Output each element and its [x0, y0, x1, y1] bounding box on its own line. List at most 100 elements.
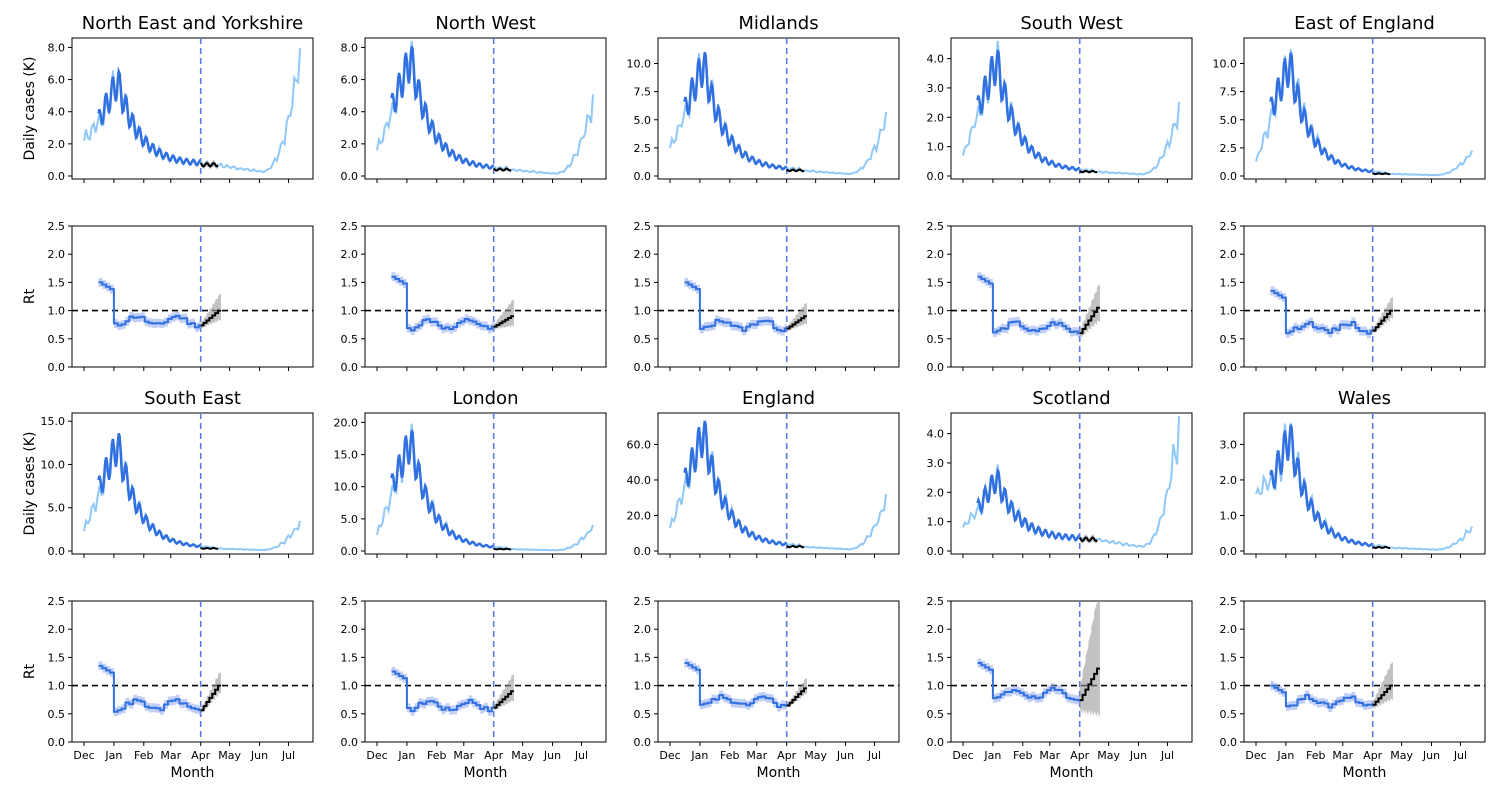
panel-group: South West 0.0 1.0 2.0 3.0 4.0 0.0 0.5 1.0 1.5 2.0…	[927, 13, 1193, 374]
y-tick-label: 0.0	[1220, 170, 1238, 183]
y-tick-label: 1.0	[634, 680, 652, 693]
rt-axes: 0.0 0.5 1.0 1.5 2.0 2.5 Dec Jan Feb Mar Apr May Jun J…	[341, 595, 607, 781]
y-tick-label: 1.5	[48, 276, 66, 289]
y-tick-label: 2.0	[48, 623, 66, 636]
cases-plot-frame	[657, 412, 900, 555]
rt-fit-line	[684, 662, 787, 709]
y-tick-label: 0.0	[1220, 736, 1238, 749]
y-tick-label: 10.0	[1213, 58, 1238, 71]
x-tick-label: Dec	[73, 749, 94, 762]
forecast-cases-line	[199, 162, 219, 168]
x-tick-label: Dec	[1245, 749, 1266, 762]
y-tick-label: 20.0	[334, 416, 359, 429]
x-tick-label: May	[1390, 749, 1413, 762]
y-tick-label: 2.5	[1220, 220, 1238, 233]
x-tick-label: Apr	[1363, 749, 1383, 762]
cases-axes: 0.0 20.0 40.0 60.0	[627, 412, 900, 558]
y-tick-label: 2.0	[1220, 623, 1238, 636]
x-tick-label: Jan	[690, 749, 708, 762]
y-tick-label: 2.5	[634, 142, 652, 155]
cases-plot-frame	[364, 37, 607, 180]
x-axis-label: Month	[757, 765, 801, 781]
rt-fit-line	[98, 281, 201, 329]
cases-plot-frame	[1243, 412, 1486, 555]
y-tick-label: 1.5	[341, 651, 359, 664]
fitted-cases-line	[390, 429, 494, 549]
rt-forecast-line	[1372, 684, 1393, 706]
observed-cases-line	[83, 48, 302, 174]
rt-forecast-line	[786, 315, 807, 330]
x-tick-label: Jun	[543, 749, 561, 762]
forecast-cases-line	[1372, 172, 1391, 176]
x-tick-label: Jun	[1422, 749, 1440, 762]
panel-group: London 0.0 5.0 10.0 15.0 20.0 0.0 0.5 1.0 1.5 2.0 2…	[334, 388, 607, 781]
x-tick-label: Apr	[191, 749, 211, 762]
y-tick-label: 0.0	[341, 736, 359, 749]
x-tick-label: Jul	[1160, 749, 1174, 762]
rt-fit-line	[391, 275, 494, 332]
y-tick-label: 2.0	[634, 623, 652, 636]
y-tick-label: 1.0	[48, 305, 66, 318]
y-tick-label: 4.0	[341, 106, 359, 119]
y-tick-label: 2.0	[1220, 474, 1238, 487]
rt-plot-frame	[1243, 600, 1486, 743]
panel-title: London	[453, 388, 519, 409]
rt-plot-frame	[71, 600, 314, 743]
cases-axes: 0.0 2.5 5.0 7.5 10.0	[627, 37, 900, 183]
forecast-cases-line	[786, 168, 805, 173]
rt-fit-line	[684, 281, 787, 333]
panel-title: England	[742, 388, 815, 409]
x-tick-label: Feb	[1306, 749, 1325, 762]
y-tick-label: 1.5	[1220, 276, 1238, 289]
y-tick-label: 2.0	[341, 623, 359, 636]
x-tick-label: Jul	[867, 749, 881, 762]
y-tick-label: 0.5	[341, 333, 359, 346]
x-tick-label: May	[218, 749, 241, 762]
y-tick-label: 0.5	[927, 333, 945, 346]
x-tick-label: Feb	[1013, 749, 1032, 762]
y-tick-label: 2.0	[927, 623, 945, 636]
fitted-cases-line	[683, 420, 787, 547]
rt-forecast-line	[1079, 306, 1100, 335]
y-tick-label: 0.0	[634, 361, 652, 374]
rt-forecast-line	[1079, 667, 1100, 702]
fitted-cases-line	[390, 46, 494, 171]
rt-forecast-line	[1372, 309, 1393, 332]
x-tick-label: Apr	[484, 749, 504, 762]
panel-group: East of England 0.0 2.5 5.0 7.5 10.0 0.0 0.5 1.0…	[1213, 13, 1486, 374]
x-tick-label: Jun	[1129, 749, 1147, 762]
y-tick-label: 0.0	[927, 361, 945, 374]
forecast-cases-line	[1372, 545, 1391, 549]
panel-title: South West	[1020, 13, 1122, 34]
y-tick-label: 0.0	[634, 170, 652, 183]
cases-axes: 0.0 1.0 2.0 3.0 4.0	[927, 412, 1193, 558]
y-tick-label: 2.5	[48, 595, 66, 608]
rt-forecast-line	[493, 690, 514, 709]
y-tick-label: 0.5	[1220, 333, 1238, 346]
rt-axes: 0.0 0.5 1.0 1.5 2.0 2.5 Dec Jan Feb Mar Apr May Jun J…	[634, 595, 900, 781]
y-tick-label: 0.5	[634, 708, 652, 721]
rt-fit-line	[98, 664, 201, 713]
x-tick-label: Apr	[1070, 749, 1090, 762]
y-tick-label: 15.0	[41, 415, 66, 428]
y-tick-label: 2.0	[634, 248, 652, 261]
forecast-cases-line	[1079, 169, 1098, 174]
y-tick-label: 0.0	[341, 170, 359, 183]
rt-axes: 0.0 0.5 1.0 1.5 2.0 2.5	[1220, 220, 1486, 374]
cases-plot-frame	[71, 37, 314, 180]
rt-axes: 0.0 0.5 1.0 1.5 2.0 2.5 Dec Jan Feb Mar Apr May Jun J…	[1220, 595, 1486, 781]
y-tick-label: 0.0	[48, 736, 66, 749]
y-tick-label: 3.0	[927, 82, 945, 95]
panel-title: South East	[144, 388, 241, 409]
y-tick-label: 0.0	[634, 545, 652, 558]
y-tick-label: 7.5	[634, 86, 652, 99]
rt-plot-frame	[657, 225, 900, 368]
y-tick-label: 8.0	[341, 41, 359, 54]
x-axis-label: Month	[1343, 765, 1387, 781]
x-tick-label: Jan	[1276, 749, 1294, 762]
y-tick-label: 1.5	[634, 276, 652, 289]
panel-title: North West	[435, 13, 535, 34]
rt-fit-line	[977, 662, 1080, 702]
forecast-cases-line	[493, 167, 512, 172]
rt-axes: 0.0 0.5 1.0 1.5 2.0 2.5	[48, 220, 314, 374]
